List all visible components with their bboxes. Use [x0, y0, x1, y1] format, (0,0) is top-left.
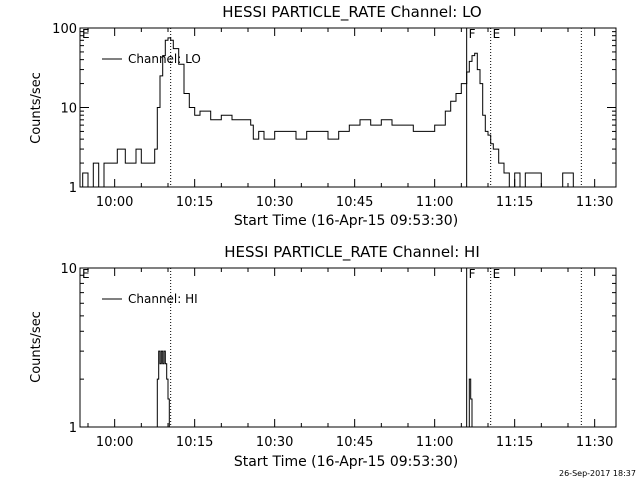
chart-title-hi: HESSI PARTICLE_RATE Channel: HI	[224, 243, 480, 262]
x-tick-label: 11:00	[416, 435, 453, 450]
axis-ticks-hi: 10:00 10:15 10:30 10:45 11:00 11:15 11:30 1 10	[60, 262, 616, 450]
x-tick-label: 11:15	[496, 195, 533, 210]
x-axis-label-lo: Start Time (16-Apr-15 09:53:30)	[234, 213, 458, 229]
y-tick-label: 10	[60, 102, 77, 117]
x-axis-label-hi: Start Time (16-Apr-15 09:53:30)	[234, 454, 458, 470]
event-marker-label: F	[469, 27, 476, 41]
x-tick-label: 11:15	[496, 435, 533, 450]
legend-lo: Channel: LO	[102, 52, 201, 66]
x-tick-label: 10:30	[256, 195, 293, 210]
x-tick-label: 10:15	[176, 435, 213, 450]
x-tick-label: 11:30	[576, 195, 613, 210]
plot-frame-hi	[79, 267, 617, 428]
panel-lo: HESSI PARTICLE_RATE Channel: LO Counts/s…	[29, 3, 617, 229]
event-marker-label: E	[82, 27, 90, 41]
x-tick-label: 11:00	[416, 195, 453, 210]
series-line	[80, 37, 574, 188]
plot-frame-lo	[79, 27, 617, 188]
x-tick-label: 11:30	[576, 435, 613, 450]
x-tick-label: 10:15	[176, 195, 213, 210]
event-marker-label: E	[82, 267, 90, 281]
y-tick-label: 100	[52, 22, 77, 37]
legend-label-hi: Channel: HI	[128, 292, 198, 306]
y-tick-label: 1	[69, 421, 77, 436]
chart-title-lo: HESSI PARTICLE_RATE Channel: LO	[222, 3, 481, 22]
event-marker-label: E	[493, 267, 501, 281]
axis-ticks-lo: 10:00 10:15 10:30 10:45 11:00 11:15 11:30 1 10 10…	[52, 22, 616, 210]
timestamp: 26-Sep-2017 18:37	[559, 469, 636, 478]
event-marker-label: E	[493, 27, 501, 41]
x-tick-label: 10:00	[96, 195, 133, 210]
y-tick-label: 10	[60, 262, 77, 277]
y-axis-label-hi: Counts/sec	[29, 311, 44, 383]
series-line	[80, 350, 616, 428]
x-tick-label: 10:00	[96, 435, 133, 450]
y-axis-label-lo: Counts/sec	[29, 72, 44, 144]
legend-hi: Channel: HI	[102, 292, 198, 306]
event-marker-label: F	[469, 267, 476, 281]
x-tick-label: 10:30	[256, 435, 293, 450]
x-tick-label: 10:45	[336, 195, 373, 210]
x-tick-label: 10:45	[336, 435, 373, 450]
y-tick-label: 1	[69, 181, 77, 196]
series-lo	[80, 37, 574, 188]
series-hi	[80, 350, 616, 428]
panel-hi: HESSI PARTICLE_RATE Channel: HI Counts/s…	[29, 243, 617, 470]
legend-label-lo: Channel: LO	[128, 52, 201, 66]
